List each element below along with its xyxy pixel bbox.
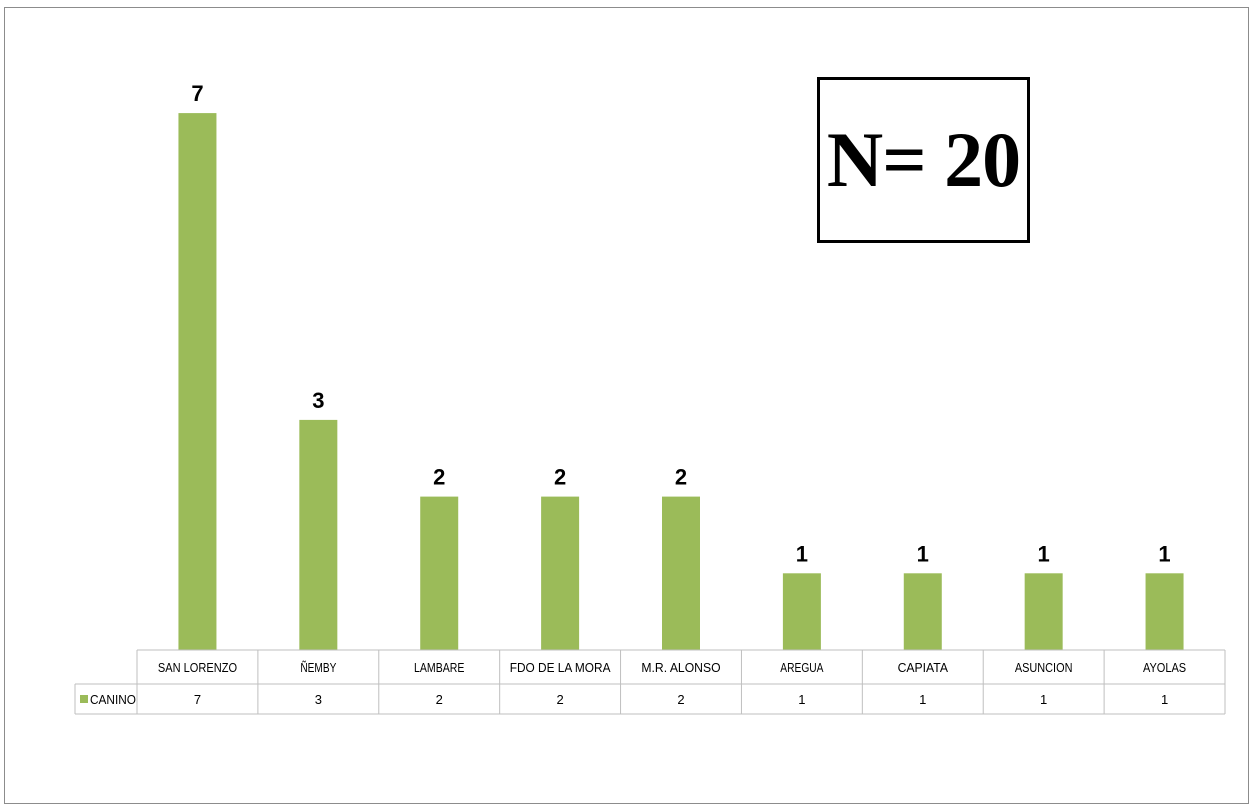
category-label: FDO DE LA MORA <box>510 661 611 675</box>
category-label: CAPIATA <box>898 661 949 675</box>
category-label: SAN LORENZO <box>158 661 237 675</box>
bar <box>903 573 942 650</box>
data-label: 3 <box>312 388 324 413</box>
data-label: 2 <box>554 465 566 490</box>
data-label: 7 <box>191 81 203 106</box>
data-label: 1 <box>1158 541 1170 566</box>
table-value: 1 <box>1040 692 1047 707</box>
sample-size-label: N= 20 <box>826 116 1021 203</box>
bar <box>178 113 217 651</box>
bar <box>1024 573 1063 650</box>
table-value: 2 <box>677 692 684 707</box>
sample-size-box: N= 20 <box>817 77 1030 243</box>
table-value: 2 <box>556 692 563 707</box>
bar <box>541 496 580 650</box>
category-label: AYOLAS <box>1143 661 1186 675</box>
category-label: M.R. ALONSO <box>641 661 720 675</box>
legend-swatch <box>80 695 88 703</box>
category-label: ÑEMBY <box>300 661 337 675</box>
table-value: 1 <box>1161 692 1168 707</box>
data-label: 1 <box>917 541 929 566</box>
category-label: LAMBARE <box>414 661 464 675</box>
data-label: 1 <box>796 541 808 566</box>
data-label: 2 <box>675 465 687 490</box>
legend-label: CANINO <box>90 693 136 707</box>
bar <box>420 496 459 650</box>
bar <box>299 419 338 650</box>
data-label: 1 <box>1038 541 1050 566</box>
bar <box>1145 573 1184 650</box>
category-label: AREGUA <box>780 661 824 675</box>
table-value: 2 <box>436 692 443 707</box>
table-value: 7 <box>194 692 201 707</box>
data-label: 2 <box>433 465 445 490</box>
table-value: 1 <box>798 692 805 707</box>
bar <box>662 496 700 650</box>
table-value: 3 <box>315 692 322 707</box>
table-value: 1 <box>919 692 926 707</box>
bar <box>782 573 821 650</box>
category-label: ASUNCION <box>1015 661 1073 675</box>
